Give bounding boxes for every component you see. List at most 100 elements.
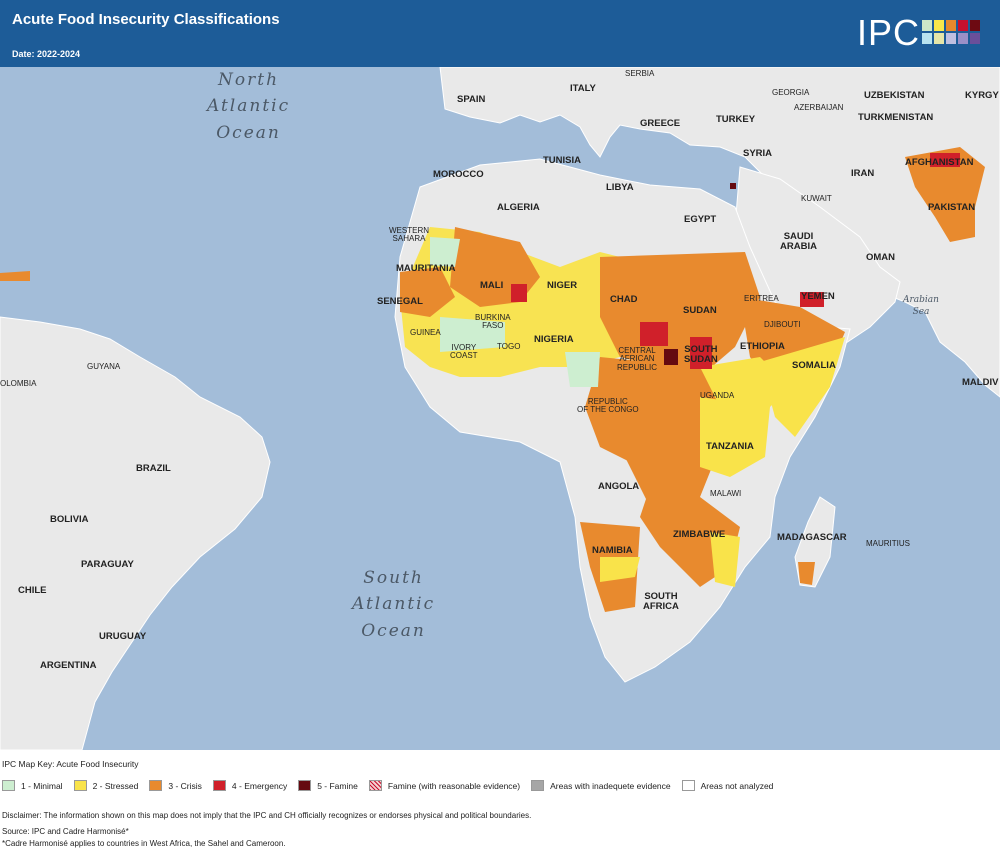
emergency-gaza-spot: [730, 183, 736, 189]
legend-item-crisis: 3 - Crisis: [149, 780, 202, 791]
emergency-south-sudan-spot: [690, 337, 712, 369]
logo-cell: [934, 20, 944, 31]
logo-cell: [946, 20, 956, 31]
caribbean-island: [0, 271, 30, 281]
country-label-argentina: ARGENTINA: [40, 660, 97, 671]
logo-cell: [970, 20, 980, 31]
legend-item-minimal: 1 - Minimal: [2, 780, 63, 791]
country-label-algeria: ALGERIA: [497, 202, 540, 213]
country-label-niger: NIGER: [547, 280, 578, 291]
country-label-spain: SPAIN: [457, 94, 486, 105]
map-legend: IPC Map Key: Acute Food Insecurity 1 - M…: [0, 750, 1000, 867]
country-label-madagascar: MADAGASCAR: [777, 532, 847, 543]
country-label-namibia: NAMIBIA: [592, 545, 633, 556]
food-insecurity-map[interactable]: North Atlantic Ocean South Atlantic Ocea…: [0, 67, 1000, 750]
legend-title: IPC Map Key: Acute Food Insecurity: [2, 759, 139, 769]
country-label-ethiopia: ETHIOPIA: [740, 341, 785, 352]
mauritania-crisis-zone: [400, 267, 455, 317]
legend-swatch-minimal: [2, 780, 15, 791]
country-label-yemen: YEMEN: [801, 291, 835, 302]
legend-item-famine-reasonable-evidence: Famine (with reasonable evidence): [368, 780, 521, 791]
country-label-uganda: UGANDA: [700, 391, 735, 400]
country-label-south-africa: SOUTH AFRICA: [643, 591, 679, 612]
country-label-georgia: GEORGIA: [772, 88, 810, 97]
country-label-morocco: MOROCCO: [433, 169, 484, 180]
south-atlantic-label: South Atlantic Ocean: [352, 568, 436, 641]
country-label-malawi: MALAWI: [710, 489, 742, 498]
country-label-mauritius: MAURITIUS: [866, 539, 910, 548]
legend-swatch-stressed: [73, 780, 87, 791]
legend-label-famine-reasonable-evidence: Famine (with reasonable evidence): [387, 780, 521, 791]
country-label-saudi-arabia: SAUDI ARABIA: [780, 231, 817, 252]
legend-swatch-emergency: [212, 780, 226, 791]
minimal-west-africa-zone: [430, 237, 460, 267]
legend-item-famine: 5 - Famine: [298, 780, 358, 791]
legend-label-famine: 5 - Famine: [317, 780, 358, 791]
legend-label-inadequate-evidence: Areas with inadequete evidence: [550, 780, 671, 791]
legend-label-stressed: 2 - Stressed: [92, 780, 139, 791]
legend-label-not-analyzed: Areas not analyzed: [700, 780, 774, 791]
emergency-yemen-spot: [800, 292, 824, 307]
country-label-togo: TOGO: [497, 342, 521, 351]
country-label-central-african-republic: CENTRAL AFRICAN REPUBLIC: [617, 346, 658, 372]
disclaimer-text: Disclaimer: The information shown on thi…: [2, 811, 532, 820]
country-label-chad: CHAD: [610, 294, 638, 305]
tanzania-stressed-zone: [700, 397, 770, 477]
country-label-kyrgyz: KYRGY: [965, 90, 999, 101]
country-label-uruguay: URUGUAY: [99, 631, 147, 642]
legend-swatch-not-analyzed: [681, 780, 695, 791]
footnote-text: *Cadre Harmonisé applies to countries in…: [2, 839, 286, 848]
legend-swatch-famine: [298, 780, 312, 791]
legend-item-emergency: 4 - Emergency: [212, 780, 288, 791]
country-label-eritrea: ERITREA: [744, 294, 779, 303]
logo-cell: [958, 33, 968, 44]
minimal-nigeria-zone: [565, 352, 600, 387]
legend-item-not-analyzed: Areas not analyzed: [681, 780, 774, 791]
country-label-guinea: GUINEA: [410, 328, 441, 337]
country-label-maldives: MALDIV: [962, 377, 999, 388]
logo-cell: [958, 20, 968, 31]
country-label-italy: ITALY: [570, 83, 596, 94]
legend-item-inadequate-evidence: Areas with inadequete evidence: [531, 780, 671, 791]
map-header: Acute Food Insecurity Classifications Da…: [0, 0, 1000, 67]
arabian-sea-label: Arabian Sea: [903, 295, 939, 317]
country-label-sudan: SUDAN: [683, 305, 717, 316]
country-label-tunisia: TUNISIA: [543, 155, 581, 166]
country-label-mauritania: MAURITANIA: [396, 263, 456, 274]
legend-row: 1 - Minimal 2 - Stressed 3 - Crisis 4 - …: [2, 780, 784, 791]
country-label-guyana: GUYANA: [87, 362, 121, 371]
namibia-stressed-zone: [600, 557, 640, 582]
legend-swatch-famine-reasonable-evidence: [368, 780, 382, 791]
source-text: Source: IPC and Cadre Harmonisé*: [2, 827, 129, 836]
mozambique-stressed-zone: [710, 532, 740, 587]
country-label-syria: SYRIA: [743, 148, 773, 159]
country-label-greece: GREECE: [640, 118, 681, 129]
country-label-nigeria: NIGERIA: [534, 334, 574, 345]
country-label-brazil: BRAZIL: [136, 463, 171, 474]
drc-crisis-zone: [620, 387, 720, 527]
country-label-kuwait: KUWAIT: [801, 194, 832, 203]
country-label-serbia: SERBIA: [625, 69, 655, 78]
famine-sudan-spot: [664, 349, 678, 365]
country-label-bolivia: BOLIVIA: [50, 514, 89, 525]
country-label-iran: IRAN: [851, 168, 875, 179]
legend-label-emergency: 4 - Emergency: [231, 780, 288, 791]
minimal-guinea-zone: [440, 317, 505, 352]
madagascar-crisis-zone: [798, 562, 815, 585]
logo-cell: [922, 20, 932, 31]
legend-swatch-crisis: [149, 780, 163, 791]
country-label-somalia: SOMALIA: [792, 360, 836, 371]
country-label-uzbekistan: UZBEKISTAN: [864, 90, 925, 101]
country-label-paraguay: PARAGUAY: [81, 559, 134, 570]
country-label-republic-of-congo: REPUBLIC OF THE CONGO: [577, 397, 639, 415]
country-label-chile: CHILE: [18, 585, 47, 596]
somalia-stressed-zone: [760, 337, 845, 437]
country-label-south-sudan: SOUTH SUDAN: [684, 344, 718, 365]
north-atlantic-label: North Atlantic Ocean: [207, 70, 291, 143]
country-label-afghanistan: AFGHANISTAN: [905, 157, 974, 168]
country-label-turkmenistan: TURKMENISTAN: [858, 112, 934, 123]
afghanistan-pakistan-crisis-zone: [905, 147, 985, 242]
legend-item-stressed: 2 - Stressed: [73, 780, 139, 791]
country-label-djibouti: DJIBOUTI: [764, 320, 801, 329]
country-label-zimbabwe: ZIMBABWE: [673, 529, 726, 540]
